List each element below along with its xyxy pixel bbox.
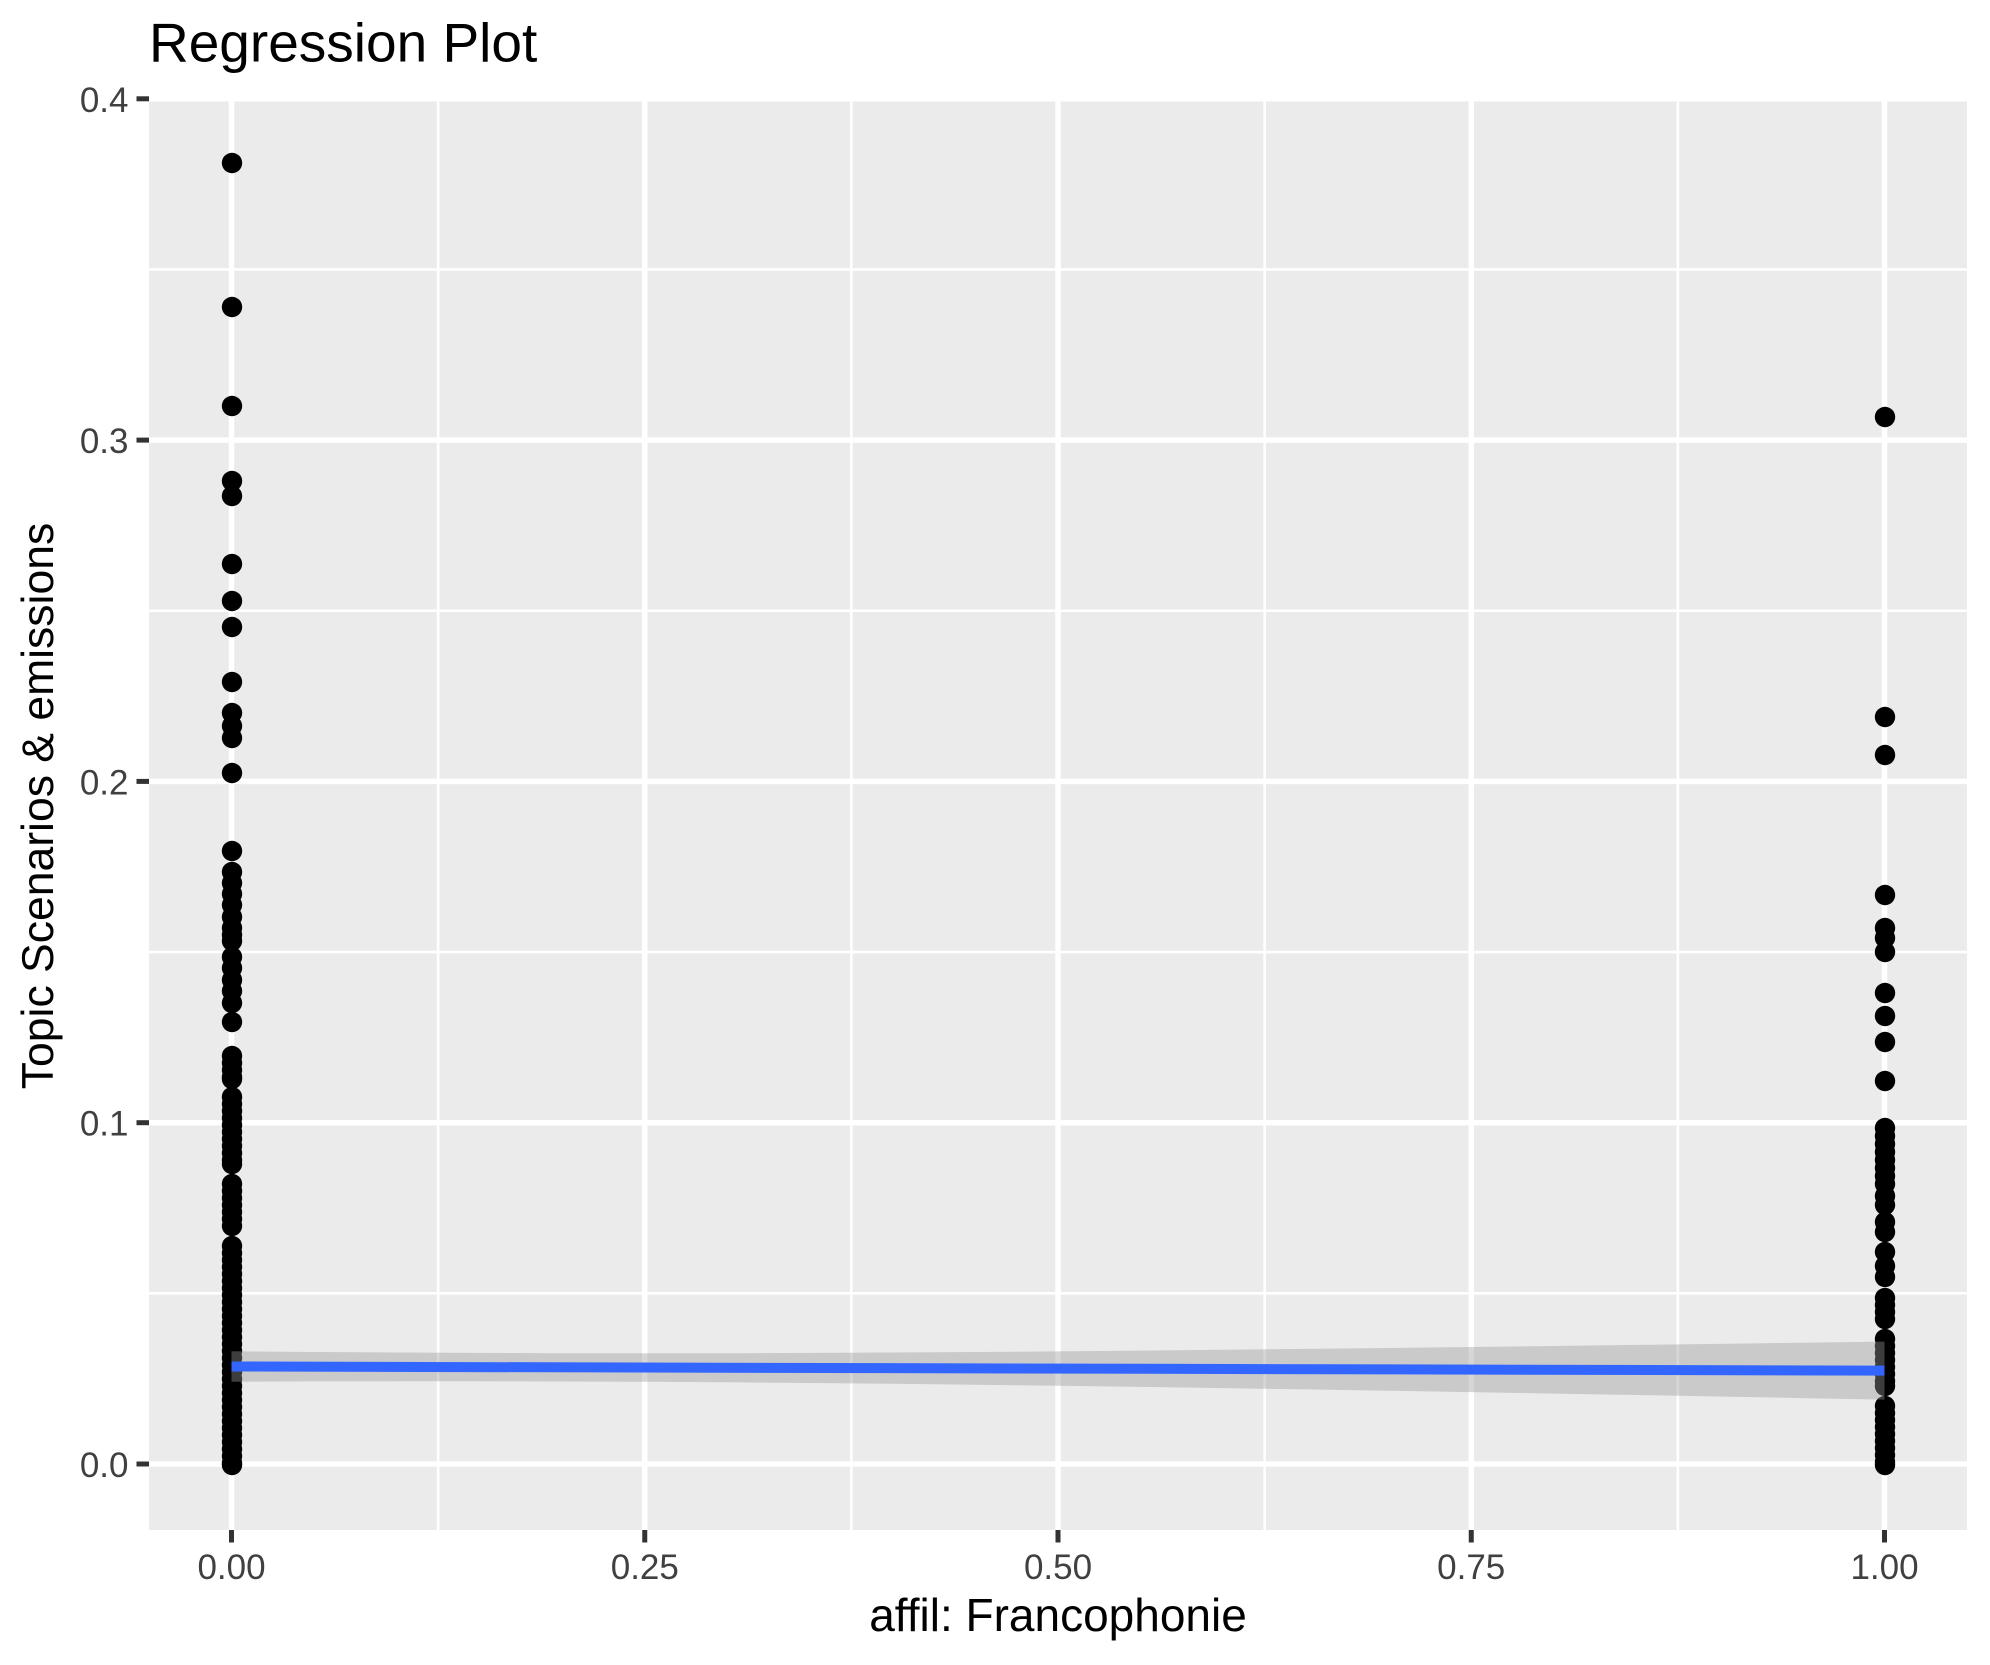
svg-text:0.25: 0.25: [611, 1548, 679, 1587]
svg-text:affil: Francophonie: affil: Francophonie: [869, 1589, 1247, 1641]
svg-text:0.00: 0.00: [197, 1548, 265, 1587]
svg-text:0.3: 0.3: [80, 422, 129, 461]
svg-text:0.2: 0.2: [80, 763, 129, 802]
svg-text:0.75: 0.75: [1437, 1548, 1505, 1587]
svg-text:0.4: 0.4: [80, 81, 129, 120]
svg-text:1.00: 1.00: [1850, 1548, 1918, 1587]
svg-text:0.0: 0.0: [80, 1446, 129, 1485]
svg-text:0.50: 0.50: [1024, 1548, 1092, 1587]
svg-text:0.1: 0.1: [80, 1105, 129, 1144]
svg-text:Regression Plot: Regression Plot: [149, 12, 537, 74]
svg-text:Topic Scenarios & emissions: Topic Scenarios & emissions: [14, 523, 63, 1089]
